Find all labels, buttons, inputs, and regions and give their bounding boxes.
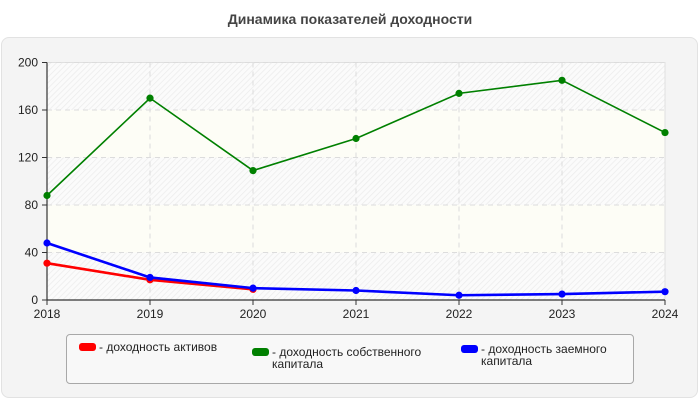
data-point[interactable]	[558, 76, 566, 84]
data-point[interactable]	[352, 134, 360, 143]
data-point[interactable]	[43, 259, 51, 267]
y-tick-label: 200	[18, 56, 38, 70]
data-point[interactable]	[455, 89, 463, 97]
legend-swatch-red	[79, 343, 96, 351]
y-tick-label: 80	[25, 198, 39, 212]
legend: - доходность активов - доходность собств…	[66, 334, 634, 384]
legend-item-equity: - доходность собственного капитала	[252, 346, 421, 370]
x-tick-label: 2021	[343, 307, 370, 321]
legend-swatch-green	[252, 348, 269, 356]
legend-item-assets: - доходность активов	[79, 341, 217, 353]
y-tick-label: 160	[18, 103, 38, 117]
legend-swatch-blue	[461, 345, 478, 353]
legend-label: - доходность активов	[99, 340, 218, 354]
gridlines	[47, 62, 665, 300]
data-point[interactable]	[43, 191, 51, 200]
legend-item-debt: - доходность заемного капитала	[461, 343, 607, 367]
series-lines	[43, 76, 669, 299]
x-tick-label: 2020	[240, 307, 267, 321]
data-point[interactable]	[43, 239, 51, 247]
legend-label: - доходность заемного капитала	[481, 342, 607, 368]
data-point[interactable]	[558, 290, 566, 298]
data-point[interactable]	[352, 286, 360, 295]
data-point[interactable]	[661, 288, 669, 296]
y-tick-label: 120	[18, 151, 38, 165]
data-point[interactable]	[455, 291, 463, 299]
y-tick-label: 0	[31, 293, 38, 307]
x-tick-label: 2024	[652, 307, 679, 321]
y-tick-label: 40	[25, 246, 39, 260]
data-point[interactable]	[249, 284, 257, 292]
x-tick-label: 2019	[137, 307, 164, 321]
legend-label: - доходность собственного капитала	[272, 345, 422, 371]
data-point[interactable]	[146, 94, 154, 102]
chart-title: Динамика показателей доходности	[227, 11, 473, 27]
x-tick-label: 2018	[34, 307, 61, 321]
data-point[interactable]	[249, 166, 257, 175]
x-tick-label: 2022	[446, 307, 473, 321]
x-tick-label: 2023	[549, 307, 576, 321]
data-point[interactable]	[661, 128, 669, 137]
data-point[interactable]	[146, 273, 154, 282]
